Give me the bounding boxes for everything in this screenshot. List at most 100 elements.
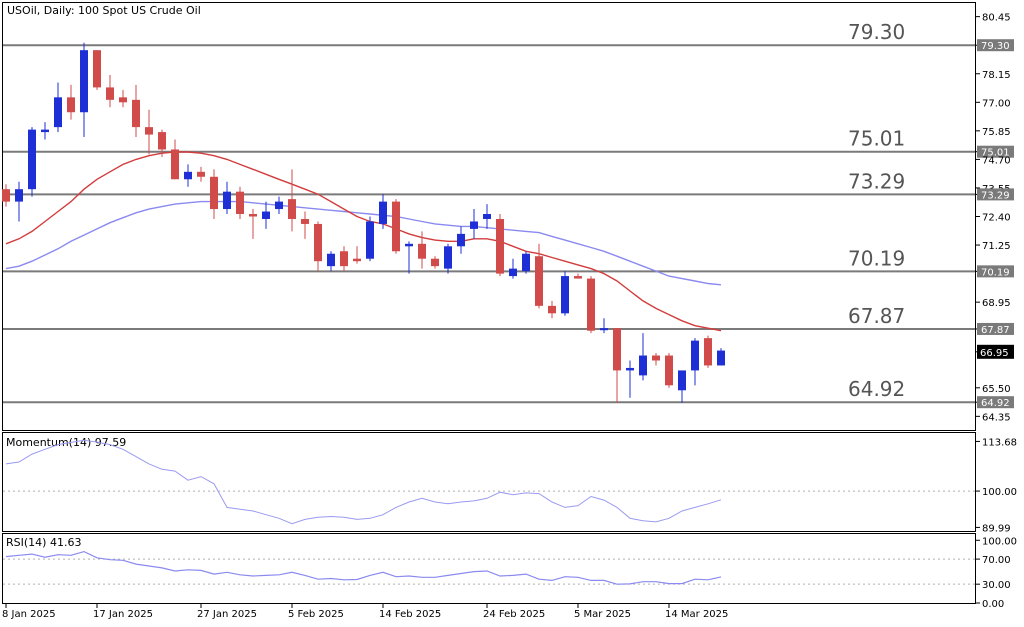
rsi-tick-label: 70.00 xyxy=(982,555,1011,566)
date-tick-label: 5 Feb 2025 xyxy=(288,609,344,620)
current-price-label: 66.95 xyxy=(980,348,1009,359)
level-price-box xyxy=(977,145,1014,158)
candle-bear xyxy=(665,355,673,386)
date-tick-label: 14 Mar 2025 xyxy=(665,609,728,620)
rsi-tick-label: 100.00 xyxy=(982,536,1017,547)
candle-bull xyxy=(28,129,36,190)
price-tick-label: 80.45 xyxy=(982,13,1011,24)
candle-bear xyxy=(301,218,309,224)
price-tick-label: 65.50 xyxy=(982,384,1011,395)
candle-bear xyxy=(392,201,400,252)
candle-bull xyxy=(691,340,699,371)
candle-bear xyxy=(145,127,153,135)
candle-bull xyxy=(223,191,231,210)
rsi-axis: 100.00 70.00 30.00 0.00 xyxy=(975,536,1017,610)
level-label: 79.30 xyxy=(848,20,905,44)
level-price-box xyxy=(977,39,1014,52)
candle-bull xyxy=(717,350,725,366)
rsi-line xyxy=(5,550,722,585)
candle-bear xyxy=(236,191,244,215)
candle-bear xyxy=(2,189,10,202)
candle-bear xyxy=(418,243,426,259)
date-tick-label: 8 Jan 2025 xyxy=(2,609,56,620)
candle-bull xyxy=(41,129,49,133)
level-lines xyxy=(3,44,975,404)
momentum-title: Momentum(14) 97.59 xyxy=(6,436,126,449)
level-price-box xyxy=(977,322,1014,335)
level-price-label: 70.19 xyxy=(981,267,1010,278)
candle-bear xyxy=(249,214,257,217)
level-price-label: 73.29 xyxy=(981,190,1010,201)
rsi-plot xyxy=(3,550,975,585)
date-tick-label: 5 Mar 2025 xyxy=(574,609,631,620)
level-label: 67.87 xyxy=(848,304,905,328)
candle-bull xyxy=(184,171,192,180)
current-price-box xyxy=(977,344,1014,359)
candle-bear xyxy=(171,149,179,180)
candle-bull xyxy=(275,201,283,210)
price-tick-label: 68.95 xyxy=(982,298,1011,309)
candle-bear xyxy=(158,132,166,150)
price-tick-label: 64.35 xyxy=(982,412,1011,423)
candle-bear xyxy=(431,258,439,267)
level-labels: 79.30 75.01 73.29 70.19 67.87 64.92 xyxy=(848,20,905,401)
candle-bull xyxy=(379,201,387,224)
level-price-box xyxy=(977,188,1014,201)
candle-bull xyxy=(327,253,335,267)
candle-bull xyxy=(15,189,23,202)
candle-bull xyxy=(262,211,270,219)
level-price-box xyxy=(977,265,1014,278)
rsi-tick-label: 0.00 xyxy=(982,599,1004,610)
candle-bear xyxy=(314,223,322,262)
rsi-panel: RSI(14) 41.63 100.00 70.00 30.00 0.00 xyxy=(2,533,1017,610)
momentum-tick-label: 113.68 xyxy=(982,437,1017,448)
candle-bear xyxy=(119,97,127,103)
candle-bear xyxy=(93,50,101,88)
rsi-panel-frame xyxy=(2,533,976,604)
price-tick-label: 72.40 xyxy=(982,213,1011,224)
level-label: 73.29 xyxy=(848,169,905,193)
candle-bear xyxy=(106,87,114,100)
level-label: 70.19 xyxy=(848,246,905,270)
price-tick-label: 74.70 xyxy=(982,155,1011,166)
moving-averages xyxy=(5,151,722,332)
price-panel: USOil, Daily: 100 Spot US Crude Oil 79.3… xyxy=(2,2,1014,431)
date-tick-label: 17 Jan 2025 xyxy=(93,609,153,620)
ma-slow-line xyxy=(5,200,722,286)
momentum-tick-label: 89.99 xyxy=(982,523,1011,534)
momentum-tick-label: 100.00 xyxy=(982,487,1017,498)
candle-bear xyxy=(340,251,348,267)
candle-bull xyxy=(509,268,517,277)
candle-bear xyxy=(288,199,296,219)
momentum-line xyxy=(5,439,722,525)
price-tick-label: 75.85 xyxy=(982,127,1011,138)
candle-bull xyxy=(678,370,686,391)
date-tick-label: 24 Feb 2025 xyxy=(483,609,545,620)
candle-bear xyxy=(496,218,504,274)
candle-bull xyxy=(639,355,647,376)
level-price-label: 75.01 xyxy=(981,148,1010,159)
ma-fast-line xyxy=(5,151,722,332)
rsi-title: RSI(14) 41.63 xyxy=(6,536,81,549)
candle-bear xyxy=(574,276,582,279)
price-tick-label: 77.00 xyxy=(982,98,1011,109)
candle-bull xyxy=(483,214,491,219)
candle-bull xyxy=(522,253,530,272)
level-price-label: 79.30 xyxy=(981,41,1010,52)
candle-bear xyxy=(132,99,140,128)
level-price-label: 67.87 xyxy=(981,325,1010,336)
symbol-label: USOil, Daily: 100 Spot US Crude Oil xyxy=(7,4,201,17)
level-label: 64.92 xyxy=(848,377,905,401)
candle-bear xyxy=(704,338,712,366)
momentum-plot xyxy=(3,439,975,525)
date-tick-label: 27 Jan 2025 xyxy=(197,609,257,620)
candle-bear xyxy=(613,328,621,371)
candle-bull xyxy=(626,367,634,371)
momentum-panel: Momentum(14) 97.59 113.68 100.00 89.99 xyxy=(2,432,1017,534)
candles xyxy=(2,42,725,403)
price-axis: 80.4579.3078.1577.0075.8575.0174.7073.55… xyxy=(975,13,1014,423)
candle-bear xyxy=(587,278,595,331)
candle-bear xyxy=(353,258,361,262)
candle-bear xyxy=(210,176,218,210)
candle-bull xyxy=(366,221,374,259)
